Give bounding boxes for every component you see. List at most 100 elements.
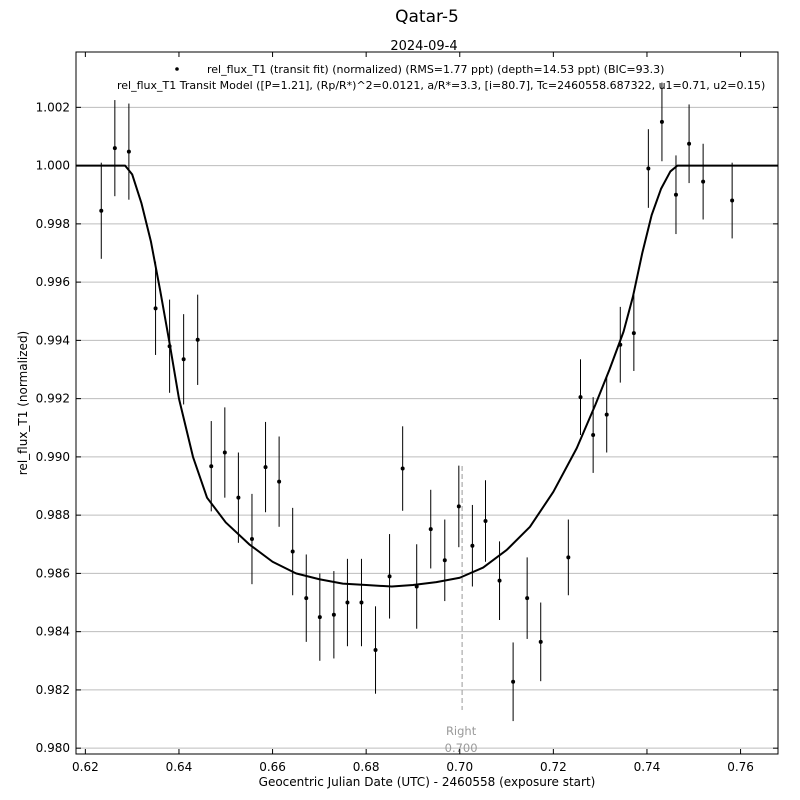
data-point	[236, 452, 241, 543]
data-point	[317, 573, 322, 661]
point-marker	[604, 412, 609, 417]
x-tick-label: 0.74	[634, 760, 661, 774]
data-point	[414, 544, 419, 629]
data-point	[263, 421, 268, 513]
point-marker	[414, 584, 419, 589]
data-point	[470, 504, 475, 587]
plot-frame	[75, 51, 779, 755]
data-point	[538, 602, 543, 682]
point-marker	[618, 342, 623, 347]
point-marker	[290, 549, 295, 554]
point-marker	[687, 141, 692, 146]
legend: rel_flux_T1 (transit fit) (normalized) (…	[117, 63, 765, 92]
legend-entry-model: rel_flux_T1 Transit Model ([P=1.21], (Rp…	[117, 79, 765, 92]
data-point	[290, 507, 295, 596]
data-point	[222, 407, 227, 498]
data-point	[566, 519, 571, 596]
data-point	[126, 103, 131, 200]
point-marker	[236, 495, 241, 500]
data-point	[687, 104, 692, 184]
data-point	[99, 162, 104, 259]
data-point	[456, 465, 461, 548]
point-marker	[538, 639, 543, 644]
point-marker	[277, 479, 282, 484]
point-marker	[701, 179, 706, 184]
point-marker	[730, 198, 735, 203]
point-marker	[456, 504, 461, 509]
y-tick-label: 0.984	[36, 625, 70, 639]
point-marker	[511, 679, 516, 684]
point-marker	[195, 337, 200, 342]
point-marker	[345, 600, 350, 605]
y-tick-label: 0.998	[36, 217, 70, 231]
point-marker	[525, 596, 530, 601]
data-point	[631, 295, 636, 371]
y-tick-label: 0.996	[36, 275, 70, 289]
point-marker	[428, 527, 433, 532]
annotation-label: Right	[446, 724, 477, 738]
point-marker	[497, 578, 502, 583]
point-marker	[331, 612, 336, 617]
point-marker	[181, 357, 186, 362]
legend-marker-dot	[175, 67, 179, 71]
point-marker	[222, 450, 227, 455]
point-marker	[442, 558, 447, 563]
data-point	[646, 129, 651, 208]
annotation-marker: Right 0.700	[445, 466, 478, 755]
x-tick-label: 0.72	[540, 760, 567, 774]
model-series	[76, 164, 778, 588]
y-tick-label: 0.986	[36, 566, 70, 580]
point-marker	[153, 306, 158, 311]
data-point	[249, 493, 254, 585]
x-tick-label: 0.62	[72, 760, 99, 774]
data-point	[373, 606, 378, 694]
y-tick-label: 0.990	[36, 450, 70, 464]
point-marker	[591, 433, 596, 438]
annotation-value: 0.700	[445, 741, 478, 755]
point-marker	[317, 615, 322, 620]
point-marker	[373, 648, 378, 653]
point-marker	[99, 208, 104, 213]
x-tick-label: 0.64	[166, 760, 193, 774]
point-marker	[249, 537, 254, 542]
data-point	[387, 534, 392, 619]
data-point	[304, 554, 309, 642]
data-point	[181, 314, 186, 405]
data-point	[591, 397, 596, 473]
data-point	[442, 519, 447, 602]
data-point	[209, 421, 214, 512]
data-point	[331, 571, 336, 659]
axis-ticks: 0.980 0.982 0.984 0.986 0.988 0.990 0.992 0.994…	[36, 52, 778, 774]
data-point	[618, 306, 623, 383]
data-point	[345, 558, 350, 647]
point-marker	[646, 166, 651, 171]
point-marker	[112, 146, 117, 151]
point-marker	[566, 555, 571, 560]
model-line	[76, 164, 778, 588]
y-axis-label: rel_flux_T1 (normalized)	[16, 331, 30, 475]
y-tick-label: 0.988	[36, 508, 70, 522]
data-point	[428, 489, 433, 569]
data-series	[99, 82, 735, 722]
point-marker	[470, 543, 475, 548]
point-marker	[126, 149, 131, 154]
data-point	[525, 557, 530, 639]
chart-title: Qatar-5	[395, 7, 459, 27]
point-marker	[673, 192, 678, 197]
point-marker	[387, 574, 392, 579]
point-marker	[209, 464, 214, 469]
data-point	[659, 82, 664, 162]
y-tick-label: 1.000	[36, 159, 70, 173]
data-point	[167, 299, 172, 393]
data-point	[153, 261, 158, 355]
data-point	[483, 480, 488, 562]
x-tick-label: 0.66	[259, 760, 286, 774]
legend-entry-points: rel_flux_T1 (transit fit) (normalized) (…	[207, 63, 664, 76]
point-marker	[483, 518, 488, 523]
data-point	[112, 100, 117, 197]
y-tick-label: 0.994	[36, 333, 70, 347]
data-point	[277, 436, 282, 527]
x-tick-label: 0.76	[727, 760, 754, 774]
chart-subtitle: 2024-09-4	[390, 39, 457, 54]
